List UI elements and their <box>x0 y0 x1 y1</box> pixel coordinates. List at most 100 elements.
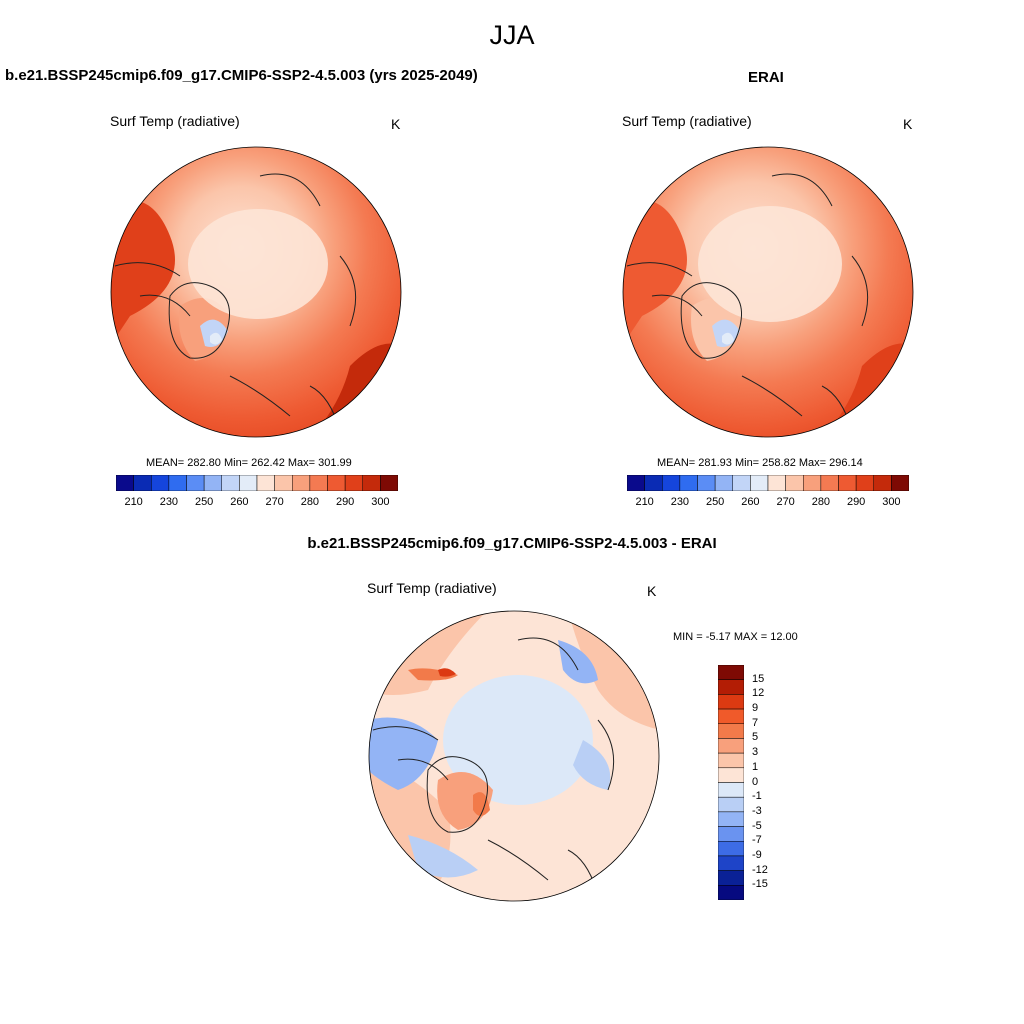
colorbar-tick-label: 280 <box>811 496 831 508</box>
colorbar-swatch <box>718 723 744 739</box>
panel-3-title: b.e21.BSSP245cmip6.f09_g17.CMIP6-SSP2-4.… <box>307 535 717 552</box>
panel-3-stats: MIN = -5.17 MAX = 12.00 <box>673 631 798 643</box>
colorbar-swatch <box>186 475 205 491</box>
colorbar-swatch <box>344 475 363 491</box>
colorbar-tick-label: -5 <box>752 819 762 832</box>
colorbar-swatch <box>891 475 909 491</box>
panel-1-stats: MEAN= 282.80 Min= 262.42 Max= 301.99 <box>146 457 352 469</box>
colorbar-tick-label: 300 <box>882 496 901 508</box>
colorbar-swatch <box>239 475 258 491</box>
colorbar-tick-label: 260 <box>741 496 760 508</box>
colorbar-tick-label: 5 <box>752 731 759 744</box>
colorbar-tick-label: -7 <box>752 834 762 847</box>
colorbar-swatch <box>718 796 744 813</box>
panel-3-colorbar-labels: 15 12 9 7 5 3 1 0 -1 -3 -5 -7 -9 -12 -15 <box>750 665 790 900</box>
colorbar-tick-label: -1 <box>752 790 762 803</box>
colorbar-swatch <box>362 475 381 491</box>
colorbar-swatch <box>718 694 744 710</box>
panel-3-units: K <box>647 583 657 599</box>
colorbar-tick-label: 9 <box>752 702 759 715</box>
colorbar-swatch <box>873 475 892 491</box>
colorbar-tick-label: 15 <box>752 672 765 685</box>
panel-1-units: K <box>391 116 401 132</box>
panel-3-colorbar <box>718 665 744 900</box>
colorbar-tick-label: 3 <box>752 746 759 759</box>
colorbar-swatch <box>820 475 839 491</box>
colorbar-swatch <box>718 811 744 827</box>
colorbar-tick-label: 260 <box>230 496 249 508</box>
colorbar-swatch <box>116 475 134 491</box>
colorbar-swatch <box>256 475 275 491</box>
colorbar-swatch <box>292 475 311 491</box>
colorbar-swatch <box>151 475 170 491</box>
colorbar-tick-label: 0 <box>752 775 759 788</box>
colorbar-swatch <box>718 752 744 769</box>
colorbar-swatch <box>697 475 716 491</box>
panel-2-colorbar <box>627 475 909 491</box>
colorbar-swatch <box>718 665 744 680</box>
colorbar-swatch <box>803 475 822 491</box>
colorbar-tick-label: 270 <box>265 496 284 508</box>
colorbar-swatch <box>718 826 744 842</box>
panel-1-polar-map <box>110 146 402 438</box>
colorbar-tick-label: 290 <box>335 496 355 508</box>
colorbar-tick-label: 250 <box>194 496 214 508</box>
colorbar-swatch <box>203 475 222 491</box>
colorbar-swatch <box>714 475 733 491</box>
panel-2-title: ERAI <box>748 69 784 86</box>
colorbar-swatch <box>750 475 769 491</box>
colorbar-tick-label: 250 <box>705 496 725 508</box>
colorbar-tick-label: 230 <box>670 496 690 508</box>
colorbar-swatch <box>718 782 744 798</box>
colorbar-swatch <box>627 475 645 491</box>
panel-1-colorbar-labels: 210 230 250 260 270 280 290 300 <box>116 496 398 510</box>
panel-1-title: b.e21.BSSP245cmip6.f09_g17.CMIP6-SSP2-4.… <box>5 67 478 84</box>
colorbar-swatch <box>785 475 804 491</box>
colorbar-tick-label: 270 <box>776 496 795 508</box>
colorbar-tick-label: 1 <box>752 760 759 773</box>
colorbar-swatch <box>133 475 152 491</box>
colorbar-tick-label: -12 <box>752 863 768 876</box>
colorbar-swatch <box>718 767 744 783</box>
panel-2-stats: MEAN= 281.93 Min= 258.82 Max= 296.14 <box>657 457 863 469</box>
panel-1-colorbar <box>116 475 398 491</box>
colorbar-swatch <box>718 841 744 857</box>
colorbar-swatch <box>718 738 744 754</box>
colorbar-swatch <box>732 475 751 491</box>
colorbar-swatch <box>679 475 698 491</box>
colorbar-swatch <box>221 475 240 491</box>
colorbar-swatch <box>380 475 398 491</box>
colorbar-tick-label: 210 <box>124 496 143 508</box>
colorbar-swatch <box>662 475 681 491</box>
panel-1-variable: Surf Temp (radiative) <box>110 113 240 129</box>
colorbar-swatch <box>718 708 744 724</box>
colorbar-tick-label: 210 <box>635 496 654 508</box>
figure-title: JJA <box>489 20 535 50</box>
colorbar-tick-label: 230 <box>159 496 179 508</box>
colorbar-swatch <box>309 475 328 491</box>
colorbar-swatch <box>718 855 744 871</box>
colorbar-swatch <box>644 475 663 491</box>
colorbar-swatch <box>168 475 187 491</box>
colorbar-swatch <box>718 870 744 886</box>
colorbar-tick-label: 280 <box>300 496 320 508</box>
colorbar-tick-label: -15 <box>752 878 768 891</box>
colorbar-swatch <box>838 475 857 491</box>
colorbar-swatch <box>718 885 744 900</box>
panel-2-units: K <box>903 116 913 132</box>
panel-3-polar-map <box>368 610 660 902</box>
panel-2-variable: Surf Temp (radiative) <box>622 113 752 129</box>
panel-3-variable: Surf Temp (radiative) <box>367 580 497 596</box>
colorbar-tick-label: -3 <box>752 804 762 817</box>
colorbar-swatch <box>274 475 293 491</box>
colorbar-tick-label: 300 <box>371 496 390 508</box>
colorbar-swatch <box>327 475 346 491</box>
colorbar-tick-label: -9 <box>752 848 762 861</box>
panel-2-colorbar-labels: 210 230 250 260 270 280 290 300 <box>627 496 909 510</box>
colorbar-swatch <box>855 475 874 491</box>
colorbar-swatch <box>767 475 786 491</box>
colorbar-swatch <box>718 679 744 695</box>
colorbar-tick-label: 290 <box>846 496 866 508</box>
colorbar-tick-label: 7 <box>752 716 759 729</box>
panel-2-polar-map <box>622 146 914 438</box>
